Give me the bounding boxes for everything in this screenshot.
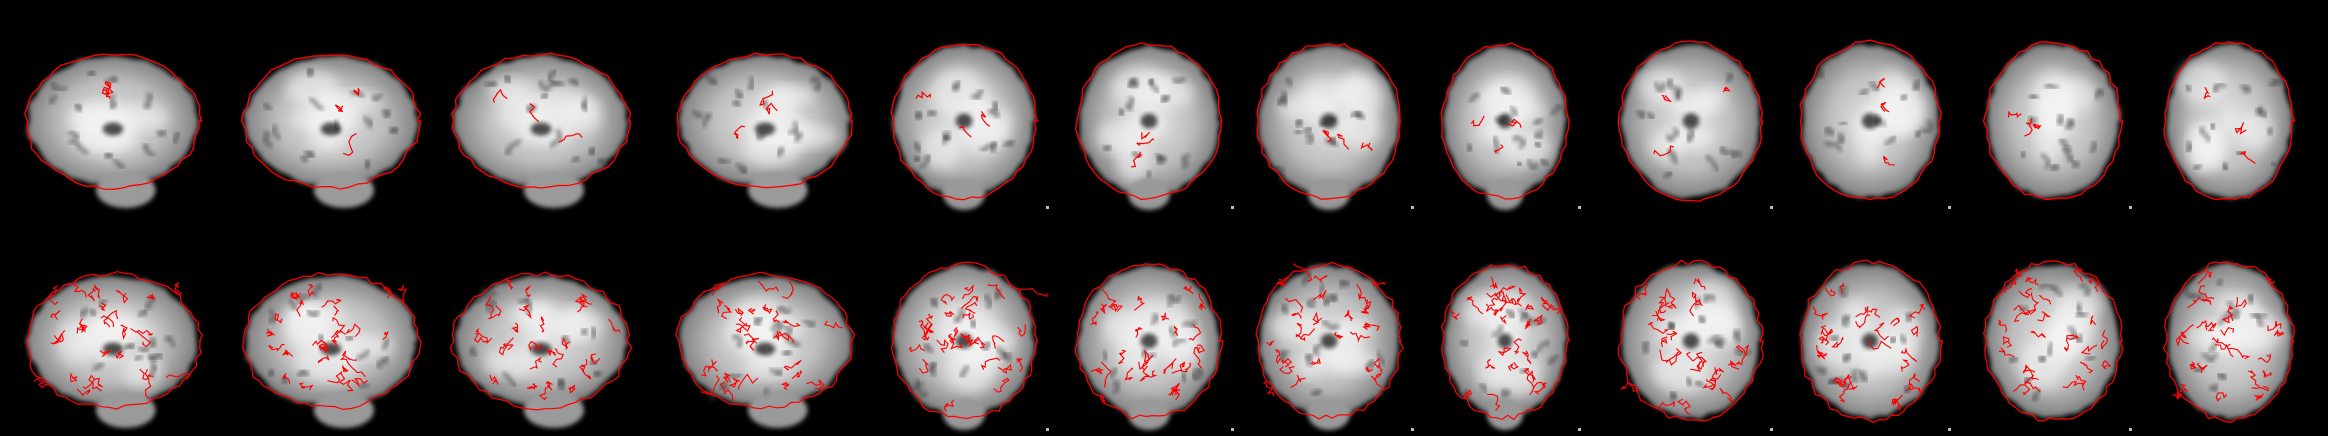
slice-marker [1770,206,1773,209]
red-outline [449,271,633,411]
slice-marker [1948,428,1951,431]
sagittal-slice-panel [241,271,422,428]
slice-marker [1046,206,1049,209]
red-outline [890,44,1039,201]
coronal-slice-panel [891,261,1049,431]
coronal-slice-panel [1440,42,1581,210]
slice-marker [1411,428,1414,431]
coronal-slice-panel [890,44,1049,210]
axial-slice-panel [1799,259,1951,431]
tissue-boundary-row [25,259,2295,431]
red-outline [1799,39,1942,201]
red-outline [1440,42,1570,200]
red-outline [675,271,856,410]
slice-marker [1231,206,1234,209]
sagittal-slice-panel [676,52,853,208]
coronal-slice-panel [1255,261,1414,431]
red-outline [1256,43,1401,200]
red-outline [241,271,422,411]
slice-marker [1231,428,1234,431]
red-outline [1255,261,1404,420]
axial-slice-panel [1799,39,1951,209]
axial-slice-panel [2163,41,2296,201]
axial-slice-panel [2162,261,2295,423]
axial-slice-panel [1617,259,1773,431]
slice-marker [1770,428,1773,431]
slice-marker [1046,428,1049,431]
axial-slice-panel [1617,40,1773,209]
axial-slice-panel [1983,260,2132,431]
coronal-slice-panel [1256,43,1414,210]
red-outline [1074,263,1224,420]
coronal-slice-panel [1074,42,1234,210]
red-outline [2163,41,2296,201]
red-outline [1617,40,1764,202]
red-outline [25,271,203,410]
red-outline [1799,259,1944,424]
slice-marker [1948,206,1951,209]
slice-marker [1578,206,1581,209]
slice-marker [1411,206,1414,209]
slice-marker [2129,428,2132,431]
coronal-slice-panel [1074,263,1234,431]
coronal-slice-panel [1440,264,1581,431]
red-outline [240,54,422,190]
red-outline [891,261,1039,420]
red-outline [1982,41,2124,201]
registration-outline-row [24,39,2296,210]
sagittal-slice-panel [449,271,633,428]
red-outline [1074,42,1223,201]
red-outline [24,53,203,190]
red-outline [2162,261,2295,423]
axial-slice-panel [1982,41,2132,209]
red-outline [450,52,632,189]
slice-marker [2129,206,2132,209]
sagittal-slice-panel [25,271,203,428]
slice-marker [1578,428,1581,431]
red-outline [676,52,853,189]
red-outline [1983,260,2124,422]
sagittal-slice-panel [240,54,422,208]
sagittal-slice-panel [24,53,203,208]
red-outline [1440,264,1570,421]
sagittal-slice-panel [675,271,856,428]
red-outline [1617,259,1764,422]
sagittal-slice-panel [450,52,632,208]
